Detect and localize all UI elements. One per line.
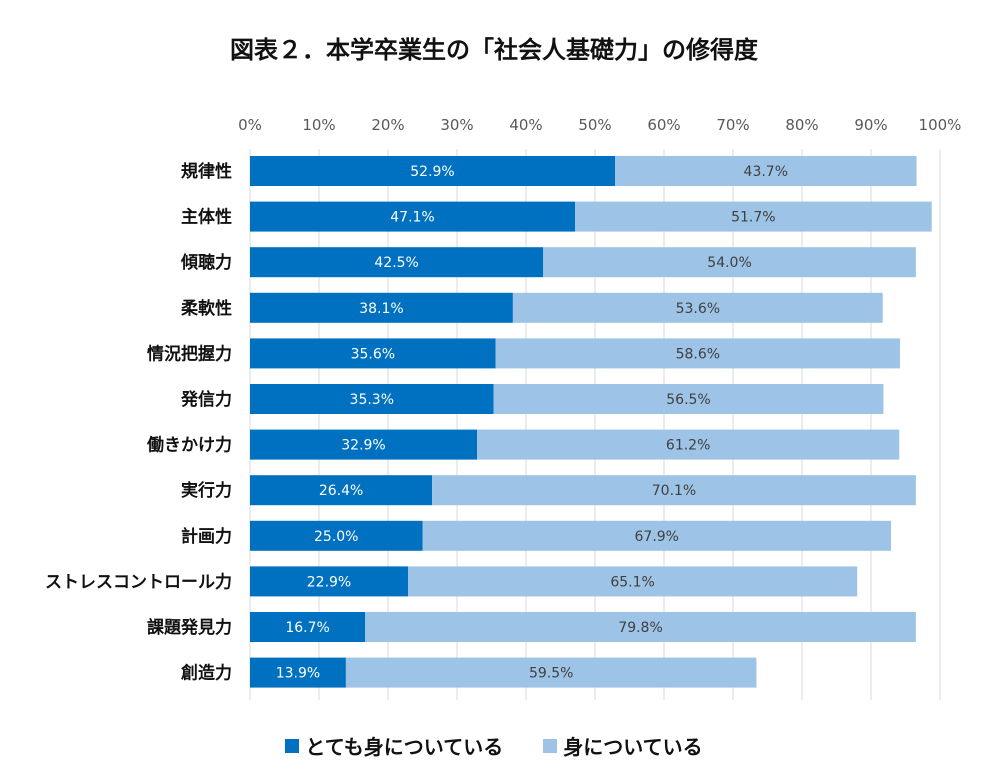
x-tick-label: 40% (509, 116, 542, 134)
category-label: 柔軟性 (181, 298, 232, 319)
legend-swatch (285, 738, 300, 753)
data-label: 25.0% (314, 529, 358, 545)
category-label: 主体性 (181, 207, 232, 228)
bar-acquired (408, 566, 858, 597)
grid-lines (249, 149, 941, 700)
category-label: 計画力 (181, 526, 232, 547)
legend: とても身についている 身についている (0, 731, 988, 760)
bar-very-acquired (250, 338, 496, 369)
bar-very-acquired (250, 475, 433, 506)
bar-very-acquired (250, 156, 616, 186)
bar-acquired (493, 384, 884, 414)
data-label: 35.6% (351, 346, 395, 362)
bar-very-acquired (250, 384, 494, 414)
data-label: 35.3% (350, 392, 394, 408)
x-tick-label: 80% (785, 116, 818, 134)
data-label: 47.1% (390, 210, 434, 226)
x-tick-label: 0% (238, 116, 262, 134)
data-label: 51.7% (731, 210, 775, 226)
bar-acquired (432, 475, 916, 506)
data-label: 13.9% (276, 666, 320, 682)
legend-swatch (543, 738, 558, 753)
x-tick-label: 100% (919, 116, 962, 134)
data-label: 22.9% (307, 574, 351, 590)
bar-very-acquired (250, 520, 423, 551)
data-label: 54.0% (707, 255, 751, 271)
category-label: 創造力 (180, 663, 232, 684)
bar-very-acquired (250, 292, 513, 323)
bar-very-acquired (250, 247, 544, 278)
legend-item-very-acquired: とても身についている (285, 731, 503, 760)
category-label: ストレスコントロール力 (45, 571, 232, 592)
data-label: 59.5% (529, 666, 573, 682)
data-label: 65.1% (610, 574, 654, 590)
category-label: 働きかけ力 (146, 435, 232, 456)
data-label: 58.6% (676, 346, 720, 362)
x-tick-label: 60% (647, 116, 680, 134)
category-label: 実行力 (181, 480, 232, 501)
x-tick-label: 30% (440, 116, 473, 134)
data-label: 70.1% (652, 483, 696, 499)
data-label: 53.6% (676, 301, 720, 317)
bar-acquired (345, 657, 757, 688)
category-label: 発信力 (180, 389, 232, 410)
legend-label: 身についている (563, 735, 703, 759)
x-tick-label: 10% (302, 116, 335, 134)
chart-title: 図表２．本学卒業生の「社会人基礎力」の修得度 (230, 36, 758, 64)
bar-very-acquired (250, 657, 346, 688)
data-label: 26.4% (319, 483, 363, 499)
bar-very-acquired (250, 429, 478, 460)
legend-item-acquired: 身についている (543, 731, 703, 760)
data-label: 32.9% (341, 438, 385, 454)
data-label: 79.8% (618, 620, 662, 636)
bar-very-acquired (250, 566, 409, 597)
bar-acquired (477, 429, 900, 460)
data-label: 61.2% (666, 438, 710, 454)
data-label: 38.1% (359, 301, 403, 317)
category-labels: 規律性主体性傾聴力柔軟性情況把握力発信力働きかけ力実行力計画力ストレスコントロー… (45, 161, 232, 684)
data-label: 56.5% (666, 392, 710, 408)
bar-acquired (422, 520, 892, 551)
bar-acquired (512, 292, 883, 323)
bar-very-acquired (250, 201, 575, 232)
bar-acquired (543, 247, 916, 278)
data-label: 42.5% (374, 255, 418, 271)
category-label: 情況把握力 (147, 343, 232, 364)
category-label: 課題発見力 (147, 617, 232, 638)
x-tick-label: 50% (578, 116, 611, 134)
bar-acquired (615, 156, 917, 186)
x-axis-ticks: 0% 10% 20% 30% 40% 50% 60% 70% 80% 90% 100% (238, 116, 961, 134)
bar-acquired (365, 612, 916, 642)
bar-very-acquired (250, 612, 366, 642)
category-label: 傾聴力 (180, 252, 232, 273)
data-label: 43.7% (744, 164, 788, 180)
x-tick-label: 90% (854, 116, 887, 134)
bar-acquired (495, 338, 900, 369)
data-label: 67.9% (635, 529, 679, 545)
data-label: 16.7% (285, 620, 329, 636)
category-label: 規律性 (181, 161, 232, 182)
data-label: 52.9% (410, 164, 454, 180)
x-tick-label: 70% (716, 116, 749, 134)
bars: 52.9% 43.7% 47.1% 51.7% 42.5% 54.0% 38.1% 53.6%… (250, 156, 932, 688)
legend-label: とても身についている (305, 735, 504, 759)
bar-acquired (574, 201, 932, 232)
x-tick-label: 20% (371, 116, 404, 134)
